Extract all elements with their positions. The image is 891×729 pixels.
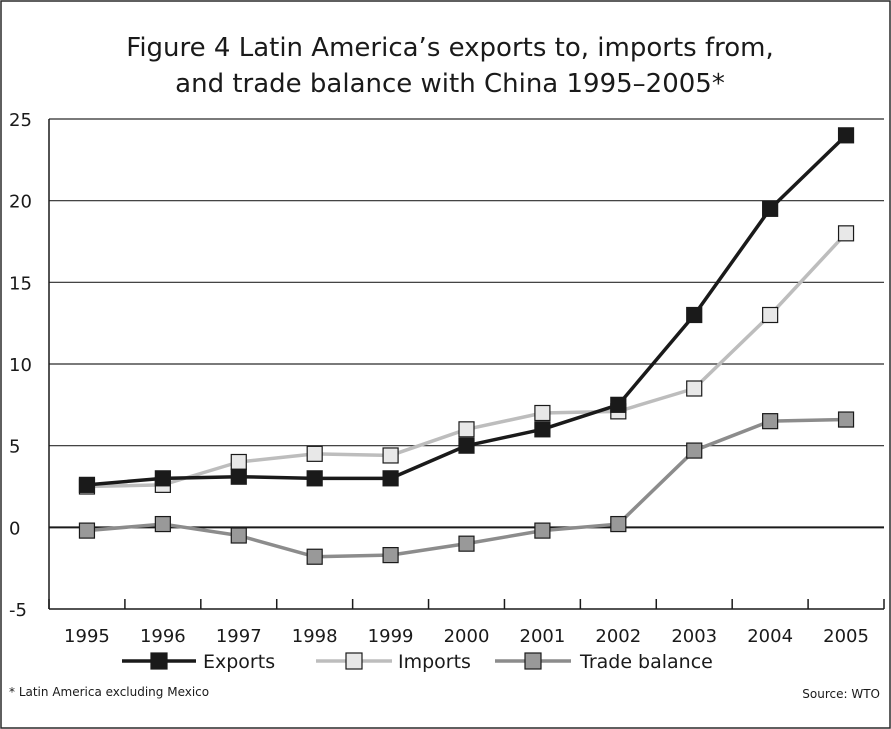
- data-point: [762, 306, 779, 324]
- y-axis-ticks: 25 20 15 10 5 0 -5: [9, 110, 32, 621]
- legend-item-exports: Exports: [122, 651, 275, 673]
- legend-item-trade-balance: Trade balance: [495, 651, 713, 673]
- data-point: [78, 476, 96, 493]
- legend-marker: [524, 652, 542, 670]
- data-point: [382, 546, 399, 564]
- series-exports: [78, 127, 855, 493]
- x-tick-label: 2001: [520, 626, 566, 647]
- x-tick-label: 2000: [444, 626, 490, 647]
- x-tick-label: 2005: [823, 626, 869, 647]
- data-point: [458, 535, 475, 552]
- data-point: [534, 522, 551, 539]
- legend-label: Trade balance: [579, 651, 713, 673]
- y-tick-label: 25: [9, 110, 32, 131]
- y-tick-label: 0: [9, 518, 20, 539]
- data-point: [458, 421, 475, 438]
- data-point: [837, 411, 855, 428]
- legend: Exports Imports Trade balance: [122, 651, 713, 673]
- data-point: [230, 527, 247, 544]
- data-point: [837, 127, 855, 144]
- x-tick-label: 2004: [747, 626, 793, 647]
- data-point: [686, 306, 703, 324]
- data-point: [306, 548, 323, 565]
- data-point: [382, 470, 399, 487]
- legend-marker: [345, 652, 363, 670]
- y-tick-label: 5: [9, 437, 20, 458]
- series-layer: [78, 127, 855, 565]
- x-tick-label: 2003: [671, 626, 717, 647]
- data-point: [154, 515, 171, 533]
- legend-marker: [150, 652, 168, 670]
- data-point: [837, 225, 855, 242]
- data-point: [534, 404, 551, 422]
- y-tick-label: -5: [9, 600, 27, 621]
- x-tick-label: 1996: [140, 626, 186, 647]
- x-tick-label: 1995: [64, 626, 110, 647]
- footnote: * Latin America excluding Mexico: [9, 685, 209, 699]
- data-point: [762, 200, 779, 217]
- data-point: [686, 380, 703, 397]
- data-point: [230, 453, 247, 471]
- legend-label: Exports: [203, 651, 275, 673]
- x-tick-label: 1997: [216, 626, 262, 647]
- x-tick-label: 1998: [292, 626, 338, 647]
- source-note: Source: WTO: [802, 687, 880, 701]
- data-point: [610, 396, 627, 413]
- chart-title-line-1: Figure 4 Latin America’s exports to, imp…: [126, 33, 773, 63]
- data-point: [610, 515, 627, 533]
- data-point: [762, 413, 779, 430]
- x-tick-label: 2002: [595, 626, 641, 647]
- data-point: [534, 421, 551, 438]
- x-axis: 1995 1996 1997 1998 1999 2000 2001 2002 2003 2004…: [48, 119, 885, 647]
- data-point: [382, 447, 399, 464]
- data-point: [306, 470, 323, 487]
- data-point: [306, 445, 323, 462]
- y-tick-label: 10: [9, 355, 32, 376]
- data-point: [230, 468, 247, 485]
- legend-item-imports: Imports: [316, 651, 471, 673]
- legend-label: Imports: [398, 651, 471, 673]
- chart-title-line-2: and trade balance with China 1995–2005*: [175, 69, 725, 99]
- y-tick-label: 20: [9, 192, 32, 213]
- x-tick-label: 1999: [368, 626, 414, 647]
- y-tick-label: 15: [9, 273, 32, 294]
- data-point: [78, 522, 96, 539]
- series-trade-balance: [78, 411, 855, 565]
- data-point: [686, 442, 703, 459]
- data-point: [154, 470, 171, 487]
- data-point: [458, 437, 475, 454]
